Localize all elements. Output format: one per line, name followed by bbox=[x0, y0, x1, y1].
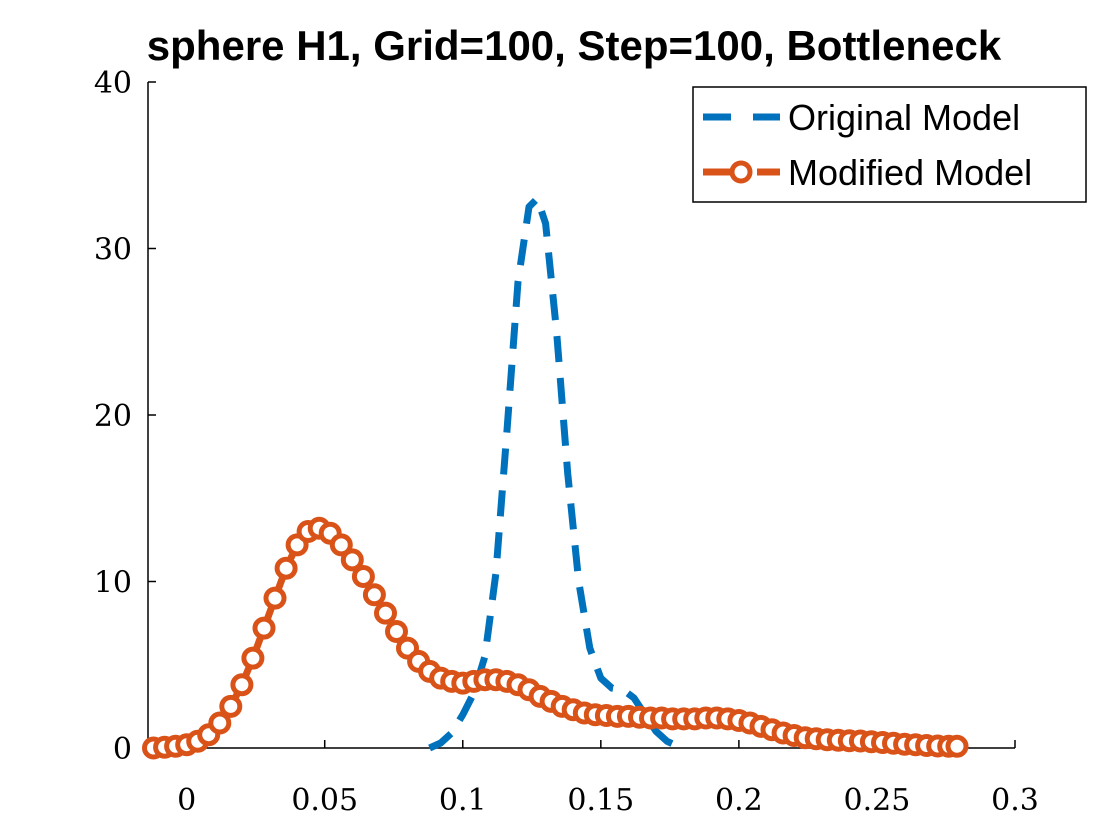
chart-title: sphere H1, Grid=100, Step=100, Bottlenec… bbox=[147, 22, 1002, 69]
series-modified-model-point bbox=[263, 586, 287, 610]
x-tick-label: 0.1 bbox=[439, 783, 487, 818]
x-tick-label: 0 bbox=[177, 783, 196, 818]
x-tick-label: 0.3 bbox=[991, 783, 1039, 818]
series-modified-model-point bbox=[230, 673, 254, 697]
series-modified-model-point bbox=[340, 548, 364, 572]
y-tick-label: 20 bbox=[94, 399, 132, 434]
series-modified-model-point bbox=[351, 565, 375, 588]
plot-area bbox=[142, 195, 969, 760]
series-modified-model-point bbox=[385, 620, 408, 643]
axes: 0 0.05 0.1 0.15 0.2 0.25 0.3 0 10 20 30 40 bbox=[94, 66, 1039, 818]
y-tick-label: 40 bbox=[94, 66, 132, 101]
series-modified-model-point bbox=[374, 601, 397, 625]
x-tick-label: 0.05 bbox=[291, 783, 358, 818]
series-modified-model-point bbox=[252, 616, 276, 640]
legend-box bbox=[692, 86, 1087, 203]
y-tick-label: 10 bbox=[94, 566, 132, 601]
series-modified-model-point bbox=[219, 694, 243, 718]
series-modified-model-point bbox=[241, 646, 265, 670]
legend-modified-model-marker bbox=[729, 160, 753, 184]
y-tick-label: 30 bbox=[94, 233, 132, 268]
series-modified-model-point bbox=[945, 734, 969, 758]
x-tick-label: 0.25 bbox=[844, 783, 911, 818]
legend: Original Model Modified Model bbox=[692, 86, 1087, 203]
x-tick-label: 0.15 bbox=[567, 783, 634, 818]
series-modified-model-point bbox=[208, 711, 232, 735]
legend-modified-model-label: Modified Model bbox=[788, 152, 1032, 193]
x-tick-label: 0.2 bbox=[715, 783, 763, 818]
y-tick-label: 0 bbox=[113, 732, 132, 767]
series-modified-model-point bbox=[362, 583, 386, 607]
series-original-model-line bbox=[428, 195, 680, 752]
legend-original-model-label: Original Model bbox=[788, 97, 1020, 138]
series-modified-model-point bbox=[274, 556, 298, 580]
series-modified-model-point bbox=[329, 533, 353, 557]
